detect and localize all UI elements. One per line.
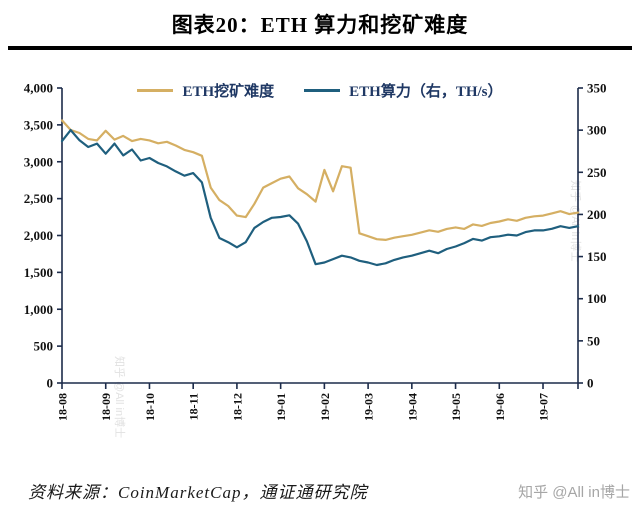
left-axis-tick-label: 0 [47, 376, 54, 391]
right-axis-tick-label: 300 [587, 123, 607, 138]
x-axis-tick-label: 19-06 [493, 393, 507, 421]
legend-label-difficulty: ETH挖矿难度 [182, 84, 275, 100]
difficulty-line [60, 119, 580, 241]
right-axis-tick-label: 200 [587, 207, 607, 222]
right-axis-tick-label: 350 [587, 81, 607, 96]
x-axis-tick-label: 18-11 [187, 393, 201, 420]
x-axis-tick-label: 18-08 [56, 393, 70, 421]
right-axis-tick-label: 50 [587, 333, 600, 348]
legend-item-hashrate: ETH算力（右，TH/s） [304, 80, 503, 101]
x-axis-tick-label: 19-07 [537, 393, 551, 421]
left-axis-tick-label: 2,000 [24, 228, 53, 243]
x-axis-tick-label: 18-12 [230, 393, 244, 421]
left-axis-tick-label: 3,500 [24, 117, 53, 132]
watermark-text: 知乎 @All in博士 [518, 484, 630, 501]
legend-swatch-difficulty [137, 89, 174, 92]
watermark-overlay: 知乎 @All in博士 [569, 180, 583, 262]
right-axis-tick-label: 150 [587, 249, 607, 264]
right-axis-tick-label: 0 [587, 376, 594, 391]
source-text: 资料来源：CoinMarketCap，通证通研究院 [28, 483, 368, 502]
left-axis-tick-label: 500 [34, 339, 54, 354]
right-axis-tick-label: 250 [587, 165, 607, 180]
x-axis-tick-label: 19-01 [274, 393, 288, 421]
right-axis-tick-label: 100 [587, 291, 607, 306]
left-axis-tick-label: 4,000 [24, 81, 53, 96]
page-title: 图表20：ETH 算力和挖矿难度 [171, 13, 469, 37]
legend-swatch-hashrate [304, 89, 341, 92]
left-axis-tick-label: 2,500 [24, 191, 53, 206]
x-axis-tick-label: 19-03 [362, 393, 376, 421]
left-axis-tick-label: 1,000 [24, 302, 53, 317]
legend-item-difficulty: ETH挖矿难度 [137, 80, 274, 101]
left-axis-tick-label: 1,500 [24, 265, 53, 280]
x-axis-tick-label: 19-05 [449, 393, 463, 421]
legend-label-hashrate: ETH算力（右，TH/s） [349, 84, 503, 100]
watermark-overlay: 知乎 @All in博士 [113, 356, 127, 438]
x-axis-tick-label: 19-02 [318, 393, 332, 421]
x-axis-tick-label: 19-04 [405, 393, 419, 421]
left-axis-tick-label: 3,000 [24, 154, 53, 169]
chart-legend: ETH挖矿难度 ETH算力（右，TH/s） [0, 80, 640, 101]
x-axis-tick-label: 18-10 [143, 393, 157, 421]
x-axis-tick-label: 18-09 [99, 393, 113, 421]
title-underline [8, 46, 632, 50]
hashrate-line [60, 128, 580, 267]
